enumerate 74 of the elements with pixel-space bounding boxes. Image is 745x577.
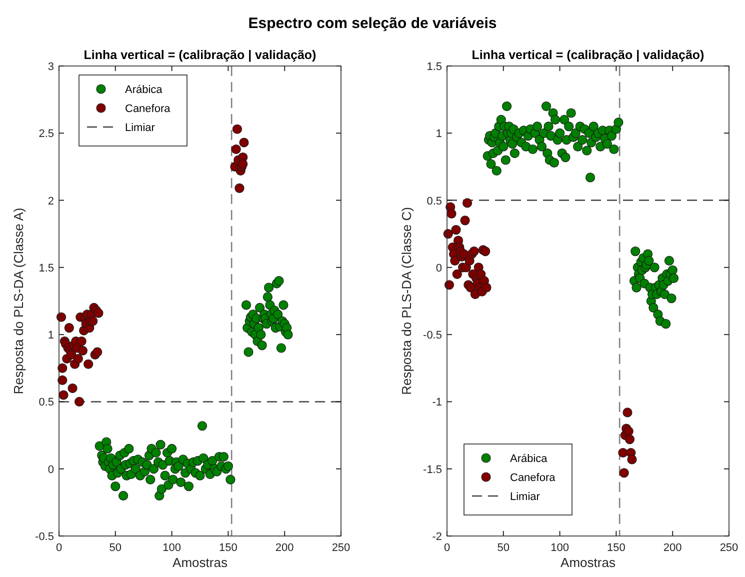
- x-tick-label: 150: [607, 542, 626, 554]
- x-axis-title: Amostras: [560, 555, 616, 570]
- x-tick-label: 250: [332, 542, 350, 554]
- y-tick-label: 1.5: [426, 61, 442, 73]
- y-tick-label: -1: [432, 396, 442, 409]
- legend-label: Canefora: [510, 472, 556, 484]
- y-tick-label: -0.5: [423, 330, 442, 342]
- legend-label: Arábica: [510, 453, 548, 465]
- point: [482, 282, 492, 292]
- point: [73, 354, 83, 364]
- y-tick-label: -2: [432, 531, 442, 543]
- point: [238, 159, 248, 169]
- point: [480, 246, 490, 256]
- x-tick-label: 100: [162, 542, 181, 554]
- point: [58, 363, 68, 373]
- point: [58, 390, 68, 400]
- chart-subtitle: Linha vertical = (calibração | validação): [84, 48, 316, 62]
- y-tick-label: 1: [48, 330, 54, 342]
- y-tick-label: 0.5: [426, 195, 442, 208]
- x-tick-label: 50: [497, 542, 510, 554]
- point: [231, 144, 241, 154]
- y-axis-title: Resposta do PLS-DA (Classe A): [11, 208, 26, 394]
- x-tick-label: 100: [550, 542, 569, 554]
- legend-label: Limiar: [125, 122, 156, 134]
- point: [88, 316, 98, 326]
- x-tick-label: 150: [219, 542, 238, 554]
- point: [94, 308, 104, 318]
- point: [451, 225, 461, 235]
- point: [450, 256, 460, 266]
- y-tick-label: 1.5: [38, 262, 54, 274]
- point: [622, 408, 632, 418]
- point: [76, 336, 86, 346]
- point: [74, 396, 84, 407]
- chart-subtitle: Linha vertical = (calibração | validação): [472, 48, 704, 62]
- x-tick-label: 250: [720, 542, 738, 554]
- x-tick-label: 0: [56, 542, 62, 554]
- y-tick-label: 3: [48, 61, 54, 73]
- y-tick-label: 2: [48, 195, 54, 208]
- y-tick-label: 1: [436, 128, 442, 140]
- point: [64, 323, 74, 333]
- point: [627, 454, 637, 464]
- point: [92, 347, 102, 357]
- y-tick-label: 0.5: [38, 396, 54, 409]
- point: [78, 346, 88, 356]
- point: [452, 269, 462, 279]
- point: [84, 359, 94, 369]
- x-tick-label: 50: [109, 542, 122, 554]
- point: [460, 216, 470, 226]
- legend-label: Arábica: [125, 84, 164, 96]
- point: [618, 448, 628, 458]
- point: [624, 434, 635, 444]
- y-tick-label: 2.5: [38, 128, 54, 140]
- y-tick-label: -1.5: [423, 464, 442, 476]
- point: [239, 138, 249, 148]
- point: [68, 383, 78, 394]
- point: [624, 426, 634, 436]
- x-tick-label: 200: [663, 542, 682, 554]
- text: Espectro com seleção de variáveis: [248, 15, 497, 32]
- y-axis-title: Resposta do PLS-DA (Classe C): [399, 207, 414, 395]
- x-axis-title: Amostras: [172, 555, 228, 570]
- y-tick-label: 0: [48, 464, 54, 476]
- point: [619, 468, 629, 478]
- point: [232, 124, 242, 134]
- point: [234, 183, 244, 193]
- legend-label: Canefora: [125, 103, 172, 115]
- y-tick-label: 0: [436, 262, 442, 274]
- point: [469, 246, 479, 256]
- legend-label: Limiar: [510, 491, 540, 503]
- x-tick-label: 0: [444, 542, 450, 554]
- x-tick-label: 200: [275, 542, 294, 554]
- y-tick-label: -0.5: [35, 531, 54, 543]
- point: [58, 375, 68, 386]
- point: [446, 208, 456, 219]
- point: [462, 198, 472, 208]
